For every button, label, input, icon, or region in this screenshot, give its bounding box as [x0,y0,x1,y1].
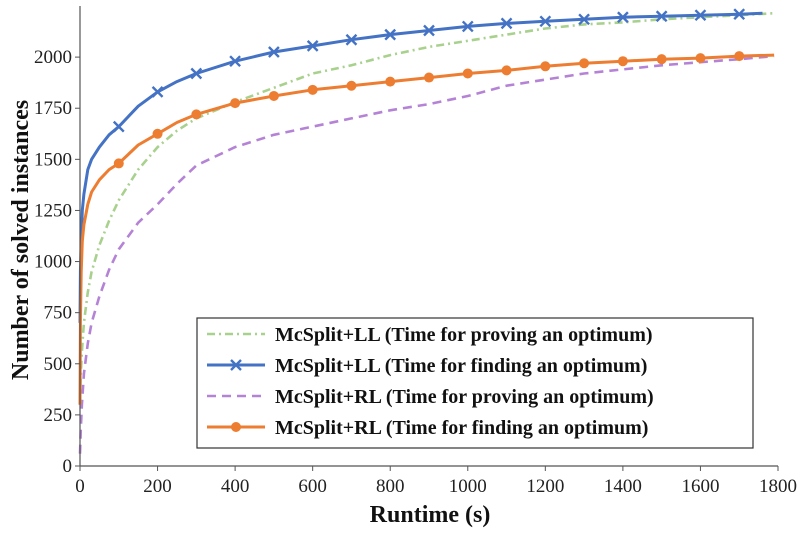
y-tick-label-2000: 2000 [34,47,72,68]
series-2-marker-2 [151,86,164,98]
series-2-marker-4 [229,55,241,68]
series-4-marker-11 [501,65,512,76]
series-2-marker-10 [461,20,474,33]
y-tick-label-1500: 1500 [34,149,72,170]
series-2-marker-12 [539,15,552,28]
y-tick-label-1250: 1250 [34,200,72,221]
y-tick-label-250: 250 [44,405,73,426]
y-tick-label-750: 750 [44,303,73,324]
series-4-marker-4 [230,98,241,109]
series-4-marker-15 [656,54,667,65]
legend-label-2: McSplit+LL (Time for finding an optimum) [275,355,647,377]
y-tick-label-0: 0 [63,456,73,477]
series-line-3 [78,54,775,454]
legend-label-4: McSplit+RL (Time for finding an optimum) [275,417,648,439]
legend-label-3: McSplit+RL (Time for proving an optimum) [275,386,654,408]
series-2-marker-11 [500,17,513,30]
x-tick-label-1600: 1600 [681,476,719,497]
x-tick-label-1400: 1400 [604,476,642,497]
series-2-marker-6 [306,40,319,52]
legend-marker-2 [230,359,242,371]
series-4-marker-13 [579,58,590,69]
y-axis-label: Number of solved instances [8,100,34,380]
series-4-marker-3 [191,109,202,120]
x-tick-label-200: 200 [143,476,172,497]
series-4-marker-16 [695,53,706,64]
series-4-marker-12 [540,61,551,72]
x-tick-label-1000: 1000 [449,476,487,497]
series-4-marker-5 [268,90,279,101]
legend-marker-4 [231,422,241,432]
x-axis-label: Runtime (s) [370,502,491,528]
series-4-marker-2 [152,128,163,139]
x-tick-label-800: 800 [376,476,405,497]
series-4-marker-1 [113,158,124,169]
series-2-marker-13 [578,13,590,26]
series-2-marker-15 [655,10,668,23]
series-2-marker-7 [345,33,358,46]
series-4-marker-10 [462,68,473,79]
series-2-marker-14 [617,11,629,24]
y-tick-label-1000: 1000 [34,252,72,273]
series-2-marker-17 [733,8,746,21]
x-tick-label-1200: 1200 [526,476,564,497]
series-line-1 [78,11,775,405]
series-2-marker-16 [694,9,707,22]
series-2-marker-1 [112,120,125,133]
series-2-marker-3 [190,67,203,80]
x-tick-label-1800: 1800 [759,476,797,497]
series-4-marker-7 [346,80,357,91]
legend: McSplit+LL (Time for proving an optimum)… [196,317,754,449]
x-tick-label-600: 600 [298,476,327,497]
series-4-marker-14 [617,56,628,67]
series-4-marker-6 [307,84,318,95]
y-tick-label-1750: 1750 [34,98,72,119]
series-2-marker-8 [384,28,397,41]
x-tick-label-0: 0 [75,476,85,497]
plot-area [78,8,775,454]
axes: 0 250 500 750 1000 1250 1500 1750 2000 0 200 400 600… [34,6,797,497]
series-2-marker-9 [423,24,435,37]
legend-label-1: McSplit+LL (Time for proving an optimum) [275,324,653,346]
series-2-marker-5 [268,46,280,58]
y-tick-label-500: 500 [44,354,73,375]
x-tick-label-400: 400 [221,476,250,497]
series-4-marker-8 [385,76,396,87]
series-4-marker-17 [734,51,745,62]
legend-box [196,317,754,449]
series-4-marker-9 [424,72,434,83]
